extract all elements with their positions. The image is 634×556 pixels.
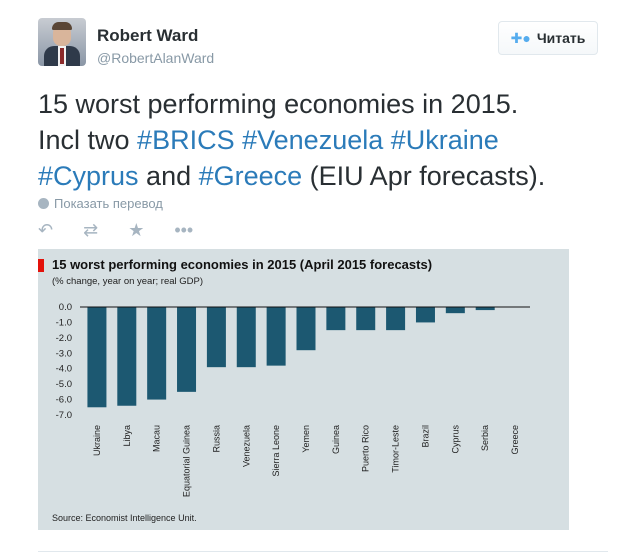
user-handle[interactable]: @RobertAlanWard bbox=[97, 50, 215, 66]
chart-bar bbox=[356, 307, 376, 331]
x-tick-label: Russia bbox=[211, 425, 221, 453]
star-icon[interactable]: ★ bbox=[128, 220, 145, 240]
chart-bar bbox=[117, 307, 137, 406]
chart-bar bbox=[415, 307, 435, 323]
x-tick-label: Puerto Rico bbox=[361, 425, 371, 472]
x-tick-label: Yemen bbox=[301, 425, 311, 453]
chart-source: Source: Economist Intelligence Unit. bbox=[52, 513, 197, 523]
x-tick-label: Brazil bbox=[420, 425, 430, 448]
chart-image[interactable]: 15 worst performing economies in 2015 (A… bbox=[38, 249, 569, 530]
y-tick-label: -3.0 bbox=[56, 348, 72, 359]
more-icon[interactable]: ••• bbox=[174, 220, 194, 240]
chart-bar bbox=[206, 307, 226, 368]
x-tick-label: Guinea bbox=[331, 425, 341, 454]
tweet-text-segment: and bbox=[138, 161, 199, 191]
tweet-header: Robert Ward @RobertAlanWard ✚● Читать bbox=[38, 18, 608, 74]
x-tick-label: Cyprus bbox=[450, 425, 460, 454]
chart-bar bbox=[266, 307, 286, 366]
bar-chart: 0.0 -1.0 -2.0 -3.0 -4.0 -5.0 -6.0 -7.0 Ukraine Li… bbox=[56, 302, 530, 497]
x-tick-label: Macau bbox=[152, 425, 162, 452]
chart-bar bbox=[296, 307, 316, 351]
hashtag-ukraine[interactable]: #Ukraine bbox=[390, 125, 499, 155]
hashtag-greece[interactable]: #Greece bbox=[198, 161, 303, 191]
y-tick-label: -5.0 bbox=[56, 379, 72, 390]
avatar-hair bbox=[52, 22, 72, 30]
y-tick-label: -2.0 bbox=[56, 333, 72, 344]
retweet-icon[interactable]: ⇄ bbox=[83, 220, 99, 240]
add-user-icon: ✚● bbox=[510, 29, 531, 46]
avatar-tie bbox=[60, 48, 64, 64]
tweet-text: 15 worst performing economies in 2015. I… bbox=[38, 86, 598, 194]
hashtag-brics[interactable]: #BRICS bbox=[137, 125, 235, 155]
y-tick-label: -6.0 bbox=[56, 395, 72, 406]
tweet-text-segment: (EIU Apr forecasts). bbox=[302, 161, 546, 191]
divider bbox=[38, 551, 608, 552]
chart-bar bbox=[386, 307, 406, 331]
x-tick-label: Timor-Leste bbox=[391, 425, 401, 473]
y-tick-label: -7.0 bbox=[56, 410, 72, 421]
x-tick-label: Equatorial Guinea bbox=[182, 425, 192, 497]
translate-label: Показать перевод bbox=[54, 196, 163, 211]
chart-bar bbox=[236, 307, 256, 368]
avatar[interactable] bbox=[38, 18, 86, 66]
hashtag-venezuela[interactable]: #Venezuela bbox=[242, 125, 384, 155]
user-name[interactable]: Robert Ward bbox=[97, 26, 199, 45]
tweet-text-segment: Incl two bbox=[38, 125, 138, 155]
y-tick-label: -4.0 bbox=[56, 364, 72, 375]
tweet-line1: 15 worst performing economies in 2015. bbox=[38, 89, 519, 119]
x-tick-label: Ukraine bbox=[92, 425, 102, 456]
hashtag-cyprus[interactable]: #Cyprus bbox=[38, 161, 139, 191]
chart-bar bbox=[445, 307, 465, 314]
x-tick-label: Libya bbox=[122, 425, 132, 447]
chart-bar bbox=[177, 307, 197, 392]
chart-bar bbox=[147, 307, 167, 400]
chart-bar bbox=[87, 307, 107, 408]
chart-bar bbox=[326, 307, 346, 331]
follow-label: Читать bbox=[536, 30, 586, 46]
y-tick-label: 0.0 bbox=[59, 302, 72, 313]
chart-title: 15 worst performing economies in 2015 (A… bbox=[52, 257, 433, 272]
reply-icon[interactable]: ↶ bbox=[38, 220, 54, 240]
y-tick-label: -1.0 bbox=[56, 317, 72, 328]
tweet-actions: ↶ ⇄ ★ ••• bbox=[38, 218, 223, 242]
x-tick-label: Greece bbox=[510, 425, 520, 455]
globe-icon bbox=[38, 198, 49, 209]
x-tick-label: Sierra Leone bbox=[271, 425, 281, 477]
translate-link[interactable]: Показать перевод bbox=[38, 196, 163, 211]
x-tick-label: Venezuela bbox=[241, 425, 251, 467]
chart-accent-marker bbox=[38, 259, 44, 272]
x-tick-label: Serbia bbox=[480, 425, 490, 451]
follow-button[interactable]: ✚● Читать bbox=[498, 21, 598, 55]
chart-subtitle: (% change, year on year; real GDP) bbox=[52, 276, 204, 287]
chart-bar bbox=[475, 307, 495, 311]
